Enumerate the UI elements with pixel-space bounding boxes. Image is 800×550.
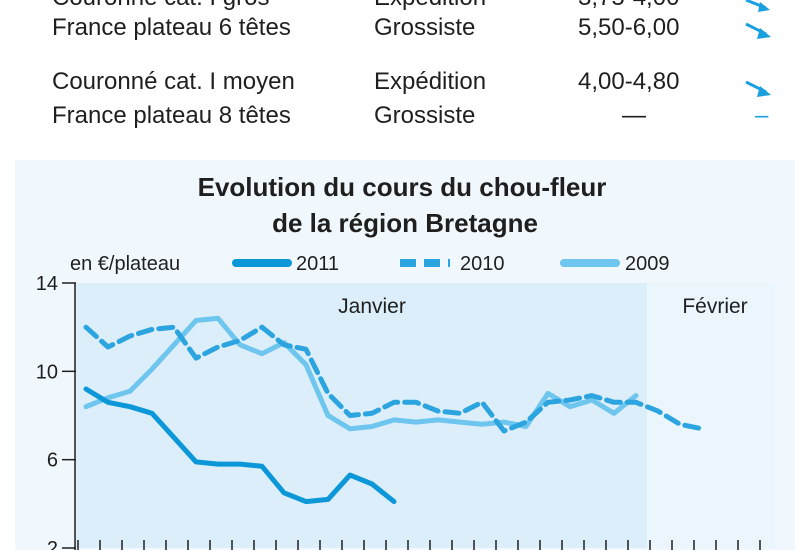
series-line-2010 xyxy=(83,324,705,434)
product-name: Couronné cat. I moyen xyxy=(52,68,295,95)
market-stage: Expédition xyxy=(374,68,487,95)
period-label: Janvier xyxy=(338,295,406,318)
trend-none: – xyxy=(755,102,769,129)
price-table: Couronné cat. I gros France plateau 6 tê… xyxy=(0,0,800,150)
chart-title: Evolution du cours du chou-fleur xyxy=(198,172,607,202)
price-range: — xyxy=(622,102,646,129)
y-tick-label: 14 xyxy=(36,273,58,295)
y-axis-label: en €/plateau xyxy=(70,253,180,275)
product-name: France plateau 6 têtes xyxy=(52,14,291,41)
period-label: Février xyxy=(682,295,747,318)
market-stage: Grossiste xyxy=(374,14,476,41)
series-line-2009 xyxy=(83,315,639,432)
price-range: 5,50-6,00 xyxy=(578,14,680,41)
product-name: Couronné cat. I gros xyxy=(52,0,269,12)
market-stage: Expédition xyxy=(374,0,486,12)
chart-title: de la région Bretagne xyxy=(272,208,538,238)
down-arrow-icon xyxy=(745,22,771,39)
legend-label-2009: 2009 xyxy=(625,253,670,275)
down-arrow-icon xyxy=(745,80,771,97)
price-range: 4,00-4,80 xyxy=(578,68,680,95)
price-range: 3,75-4,00 xyxy=(578,0,679,12)
product-name: France plateau 8 têtes xyxy=(52,102,291,129)
series-line-2011 xyxy=(83,386,397,505)
y-tick-label: 10 xyxy=(36,361,58,383)
y-tick-label: 6 xyxy=(47,450,58,472)
down-arrow-icon xyxy=(745,0,770,12)
y-tick-label: 2 xyxy=(47,538,58,550)
period-band xyxy=(75,283,647,548)
market-stage: Grossiste xyxy=(374,102,476,129)
legend-label-2011: 2011 xyxy=(296,253,339,275)
legend-label-2010: 2010 xyxy=(460,253,505,275)
